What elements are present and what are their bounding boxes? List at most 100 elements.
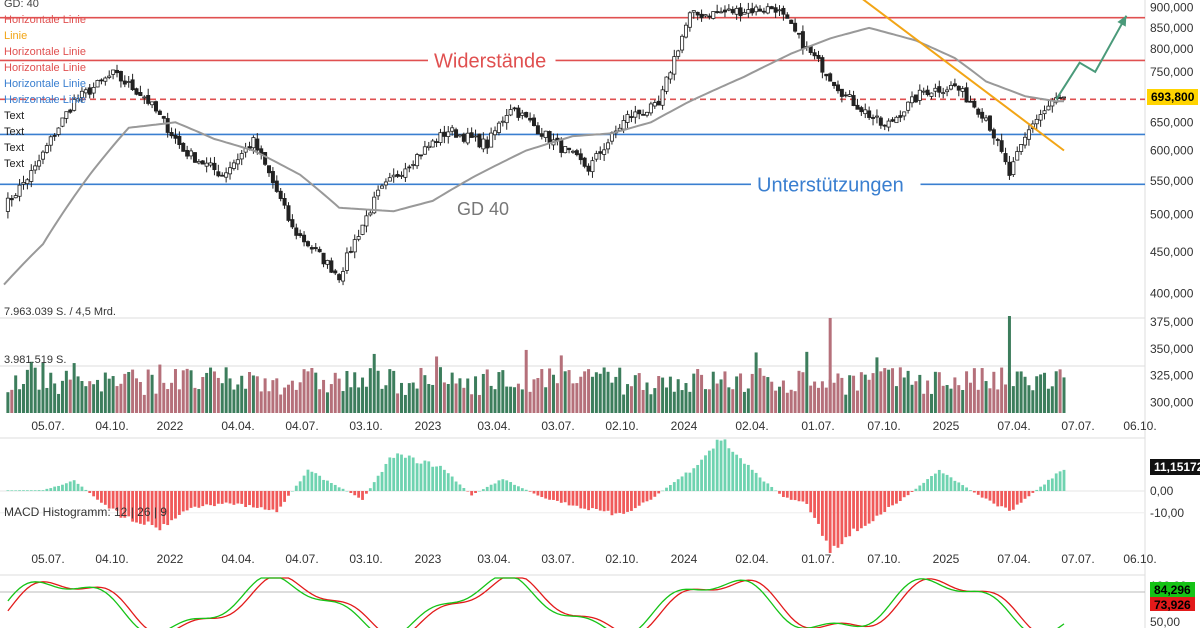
macd-bar	[322, 479, 325, 491]
macd-bar	[493, 483, 497, 491]
macd-bar	[852, 491, 855, 529]
candle-body	[337, 274, 342, 281]
candle-body	[726, 8, 731, 11]
macd-bar	[61, 484, 64, 491]
macd-bar	[887, 491, 891, 507]
macd-bar	[926, 479, 930, 491]
macd-bar	[127, 491, 131, 517]
price-tick-label: 900,000	[1150, 1, 1194, 15]
macd-bar	[828, 491, 832, 553]
macd-bar	[267, 491, 271, 511]
volume-bar	[84, 386, 88, 413]
volume-bar	[633, 375, 637, 413]
candle-body	[738, 7, 743, 17]
volume-bar	[1023, 376, 1027, 413]
macd-bar	[992, 491, 996, 504]
candle-body	[722, 9, 727, 13]
macd-bar	[680, 476, 684, 491]
candle-body	[122, 80, 127, 85]
candle-body	[341, 271, 346, 282]
macd-bar	[976, 491, 980, 495]
volume-bar	[209, 367, 213, 413]
volume-bar	[123, 373, 127, 413]
volume-bar	[988, 388, 992, 413]
macd-bar	[1027, 491, 1031, 497]
macd-x-label: 06.10.	[1123, 552, 1156, 566]
volume-bar	[318, 389, 322, 413]
volume-bar	[809, 385, 813, 413]
volume-bar	[497, 372, 501, 413]
candle-body	[1062, 96, 1067, 99]
macd-bar	[555, 491, 559, 501]
volume-bar	[906, 370, 910, 413]
volume-bar	[957, 385, 961, 413]
volume-bar	[575, 383, 579, 413]
macd-bar	[255, 491, 259, 508]
macd-bar	[283, 491, 286, 502]
volume-bar	[388, 369, 392, 413]
volume-bar	[637, 373, 641, 413]
macd-x-label: 2025	[933, 552, 960, 566]
volume-bar	[610, 382, 614, 413]
volume-bar	[1062, 377, 1066, 413]
macd-bar	[817, 491, 820, 524]
macd-bar	[961, 485, 965, 491]
candle-body	[146, 95, 151, 104]
macd-bar	[972, 491, 976, 493]
candle-body	[921, 90, 926, 93]
candle-body	[602, 149, 607, 155]
volume-bar	[68, 379, 72, 413]
volume-bar	[60, 380, 64, 413]
candle-body	[118, 70, 123, 82]
volume-bar	[33, 367, 37, 413]
volume-bar	[294, 389, 298, 413]
volume-bar	[21, 383, 25, 413]
macd-bar	[930, 476, 933, 491]
macd-bar	[984, 491, 988, 499]
macd-bar	[824, 491, 828, 541]
candle-body	[582, 157, 587, 167]
volume-bar	[205, 372, 209, 413]
price-tick-label: 850,000	[1150, 21, 1194, 35]
macd-bar	[848, 491, 852, 537]
volume-bar	[76, 376, 80, 413]
candle-body	[972, 100, 977, 108]
volume-bar	[820, 381, 824, 413]
candle-body	[87, 87, 92, 95]
volume-x-label: 04.10.	[95, 419, 128, 433]
candle-body	[878, 117, 883, 126]
macd-bar	[879, 491, 883, 515]
macd-bar	[922, 482, 926, 491]
macd-bar	[528, 491, 532, 492]
macd-bar	[774, 490, 778, 492]
volume-bar	[649, 394, 653, 413]
candle-body	[699, 13, 704, 19]
volume-bar	[396, 393, 400, 413]
macd-bar	[540, 491, 544, 498]
macd-x-label: 07.10.	[867, 552, 900, 566]
volume-x-label: 01.07.	[801, 419, 834, 433]
volume-bar	[618, 367, 622, 413]
macd-bar	[119, 491, 123, 518]
macd-x-label: 05.07.	[31, 552, 64, 566]
volume-bar	[707, 389, 711, 413]
candle-body	[606, 142, 611, 150]
volume-bar	[622, 394, 626, 413]
macd-bar	[552, 491, 555, 500]
candle-body	[867, 110, 872, 118]
stoch-tick-label: 50,00	[1150, 615, 1180, 628]
volume-bar	[189, 370, 193, 413]
volume-bar	[25, 369, 29, 413]
price-tick-label: 550,000	[1150, 174, 1194, 188]
candle-body	[645, 111, 650, 116]
volume-bar	[891, 368, 895, 413]
macd-bar	[209, 491, 212, 506]
ma-label-bg	[452, 197, 518, 219]
macd-bar	[809, 491, 813, 513]
candle-body	[380, 185, 385, 189]
trend-line	[862, 0, 1065, 152]
macd-bar	[1043, 484, 1046, 491]
macd-bar	[758, 477, 762, 491]
macd-bar	[10, 490, 14, 491]
candle-body	[446, 131, 451, 137]
